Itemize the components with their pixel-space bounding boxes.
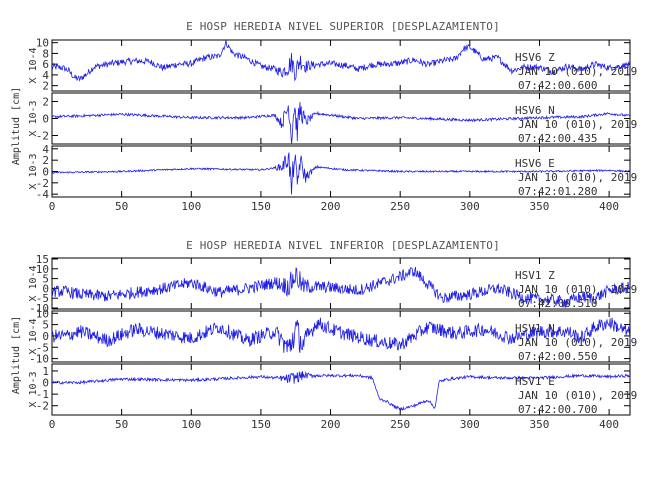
chart0-panel-0-frame bbox=[51, 39, 631, 92]
chart1-panel-1-ytick-label-3: 5 bbox=[42, 319, 49, 332]
chart0-panel-1-ytick-label-2: 2 bbox=[42, 96, 49, 109]
chart1-panel-2-date-label: JAN 10 (010), 2019 bbox=[518, 389, 637, 402]
chart0-panel-2-ytick-label-3: 2 bbox=[42, 154, 49, 167]
chart0-panel-0-scale-label: X 10-4 bbox=[28, 47, 39, 83]
chart1-panel-2-frame bbox=[51, 363, 631, 416]
chart1-panel-1-date-label: JAN 10 (010), 2019 bbox=[518, 336, 637, 349]
chart1-panel-1-ytick-label-1: -5 bbox=[36, 341, 49, 354]
chart0-panel-0-ytick-label-0: 2 bbox=[42, 80, 49, 93]
chart1-xtick-label-7: 350 bbox=[530, 418, 550, 431]
chart0-panel-2-ytick-label-0: -4 bbox=[36, 188, 50, 201]
chart0-panel-2-date-label: JAN 10 (010), 2019 bbox=[518, 171, 637, 184]
chart0-panel-1-date-label: JAN 10 (010), 2019 bbox=[518, 118, 637, 131]
chart0-xtick-label-2: 100 bbox=[181, 200, 201, 213]
chart1-panel-2-time-label: 07:42:00.700 bbox=[518, 403, 597, 416]
chart1-panel-0-ytick-label-0: -10 bbox=[29, 302, 49, 315]
chart1-xtick-label-6: 300 bbox=[460, 418, 480, 431]
chart0-xtick-label-8: 400 bbox=[599, 200, 619, 213]
chart1-panel-1-time-label: 07:42:00.550 bbox=[518, 350, 597, 363]
chart1-panel-0-ytick-label-4: 10 bbox=[36, 263, 49, 276]
chart1-panel-1-station-label: HSV1 N bbox=[515, 322, 555, 335]
chart0-panel-0-trace bbox=[51, 40, 631, 82]
chart0-panel-0-ytick-label-4: 10 bbox=[36, 37, 49, 50]
chart1-panel-2-ytick-label-1: -1 bbox=[36, 388, 49, 401]
chart1-panel-2-ytick-label-2: 0 bbox=[42, 377, 49, 390]
chart1-xtick-label-2: 100 bbox=[181, 418, 201, 431]
chart1-panel-0-ytick-label-5: 15 bbox=[36, 253, 49, 266]
chart0-panel-2-scale-label: X 10-3 bbox=[28, 153, 39, 189]
chart1-panel-0-date-label: JAN 10 (010), 2019 bbox=[518, 283, 637, 296]
chart1-panel-0-frame bbox=[51, 257, 631, 310]
chart1-panel-0-ytick-label-1: -5 bbox=[36, 292, 49, 305]
bottom-chart-ylabel: Amplitud [cm] bbox=[11, 316, 22, 394]
chart1-panel-2-scale-label: X 10-3 bbox=[28, 371, 39, 407]
chart1-xtick-label-8: 400 bbox=[599, 418, 619, 431]
chart0-panel-0-date-label: JAN 10 (010), 2019 bbox=[518, 65, 637, 78]
chart0-panel-0-ytick-label-1: 4 bbox=[42, 69, 49, 82]
chart0-panel-2-time-label: 07:42:01.280 bbox=[518, 185, 597, 198]
chart0-panel-0-time-label: 07:42:00.600 bbox=[518, 79, 597, 92]
chart1-panel-1-ytick-label-4: 10 bbox=[36, 307, 49, 320]
chart0-panel-0-station-label: HSV6 Z bbox=[515, 51, 555, 64]
chart0-xtick-label-6: 300 bbox=[460, 200, 480, 213]
chart1-xtick-label-1: 50 bbox=[115, 418, 128, 431]
chart0-xtick-label-5: 250 bbox=[390, 200, 410, 213]
chart0-xtick-label-1: 50 bbox=[115, 200, 128, 213]
chart0-xtick-label-7: 350 bbox=[530, 200, 550, 213]
chart0-xtick-label-0: 0 bbox=[49, 200, 56, 213]
chart1-panel-2-trace bbox=[52, 371, 631, 412]
chart1-panel-1-ytick-label-0: -10 bbox=[29, 353, 49, 366]
bottom-chart-title: E HOSP HEREDIA NIVEL INFERIOR [DESPLAZAM… bbox=[186, 239, 500, 252]
chart1-panel-2-station-label: HSV1 E bbox=[515, 375, 555, 388]
chart1-panel-2-ytick-label-3: 1 bbox=[42, 365, 49, 378]
chart0-panel-2-trace bbox=[51, 152, 631, 195]
chart1-xtick-label-3: 150 bbox=[251, 418, 271, 431]
chart0-panel-2-ytick-label-2: 0 bbox=[42, 166, 49, 179]
chart0-panel-1-station-label: HSV6 N bbox=[515, 104, 555, 117]
chart1-panel-0-ytick-label-3: 5 bbox=[42, 273, 49, 286]
chart1-panel-0-trace bbox=[51, 266, 631, 309]
chart0-panel-1-ytick-label-1: 0 bbox=[42, 113, 49, 126]
chart0-xtick-label-3: 150 bbox=[251, 200, 271, 213]
chart1-panel-1-scale-label: X 10-4 bbox=[28, 318, 39, 354]
chart0-panel-2-ytick-label-4: 4 bbox=[42, 143, 49, 156]
chart1-panel-0-time-label: 07:42:00.510 bbox=[518, 297, 597, 310]
chart0-panel-0-ytick-label-2: 6 bbox=[42, 58, 49, 71]
chart1-panel-0-ytick-label-2: 0 bbox=[42, 282, 49, 295]
chart1-xtick-label-5: 250 bbox=[390, 418, 410, 431]
chart0-panel-2-station-label: HSV6 E bbox=[515, 157, 555, 170]
chart0-panel-1-scale-label: X 10-3 bbox=[28, 100, 39, 136]
chart1-panel-1-trace bbox=[51, 317, 631, 353]
chart1-xtick-label-0: 0 bbox=[49, 418, 56, 431]
top-chart-title: E HOSP HEREDIA NIVEL SUPERIOR [DESPLAZAM… bbox=[186, 20, 500, 33]
chart0-xtick-label-4: 200 bbox=[321, 200, 341, 213]
chart0-panel-2-ytick-label-1: -2 bbox=[36, 177, 49, 190]
chart1-panel-0-station-label: HSV1 Z bbox=[515, 269, 555, 282]
chart0-panel-1-trace bbox=[51, 102, 631, 145]
chart0-panel-1-ytick-label-0: -2 bbox=[36, 130, 49, 143]
chart0-panel-0-ytick-label-3: 8 bbox=[42, 47, 49, 60]
chart1-xtick-label-4: 200 bbox=[321, 418, 341, 431]
top-chart-ylabel: Amplitud [cm] bbox=[11, 87, 22, 165]
chart1-panel-1-ytick-label-2: 0 bbox=[42, 330, 49, 343]
chart1-panel-0-scale-label: X 10-4 bbox=[28, 265, 39, 301]
chart0-panel-1-time-label: 07:42:00.435 bbox=[518, 132, 597, 145]
chart1-panel-2-ytick-label-0: -2 bbox=[36, 400, 49, 413]
